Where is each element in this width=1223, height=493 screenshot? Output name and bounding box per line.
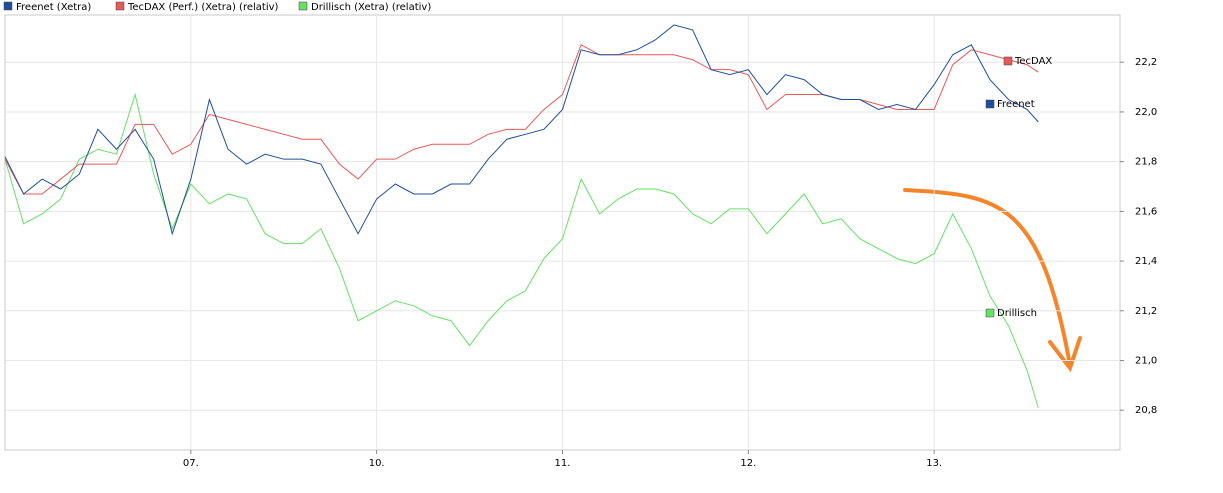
y-tick-label: 22,0: [1135, 107, 1157, 118]
legend-label: TecDAX (Perf.) (Xetra) (relativ): [127, 2, 279, 13]
x-tick-label: 07.: [183, 458, 199, 469]
series-line: [4, 44, 1039, 195]
series-line: [4, 24, 1039, 236]
end-label: TecDAX: [1014, 56, 1052, 67]
x-tick-label: 12.: [740, 458, 756, 469]
x-tick-label: 10.: [369, 458, 385, 469]
x-tick-label: 13.: [926, 458, 942, 469]
end-label-swatch: [985, 99, 995, 109]
x-tick-label: 11.: [555, 458, 571, 469]
legend-label: Freenet (Xetra): [16, 2, 91, 13]
y-tick-label: 21,2: [1135, 306, 1157, 317]
end-label: Drillisch: [997, 308, 1037, 319]
y-tick-label: 21,4: [1135, 256, 1157, 267]
y-tick-label: 21,0: [1135, 356, 1157, 367]
end-label: Freenet: [997, 99, 1035, 110]
series-line: [4, 92, 1039, 408]
end-label-swatch: [985, 308, 995, 318]
y-tick-label: 22,2: [1135, 57, 1157, 68]
y-tick-label: 21,8: [1135, 157, 1157, 168]
arrow: [903, 188, 1082, 373]
y-tick-label: 20,8: [1135, 405, 1157, 416]
end-label-swatch: [1003, 56, 1013, 66]
legend-swatch: [3, 1, 13, 11]
legend-swatch: [115, 1, 125, 11]
legend-label: Drillisch (Xetra) (relativ): [311, 2, 431, 13]
y-tick-label: 21,6: [1135, 206, 1157, 217]
legend-swatch: [298, 1, 308, 11]
